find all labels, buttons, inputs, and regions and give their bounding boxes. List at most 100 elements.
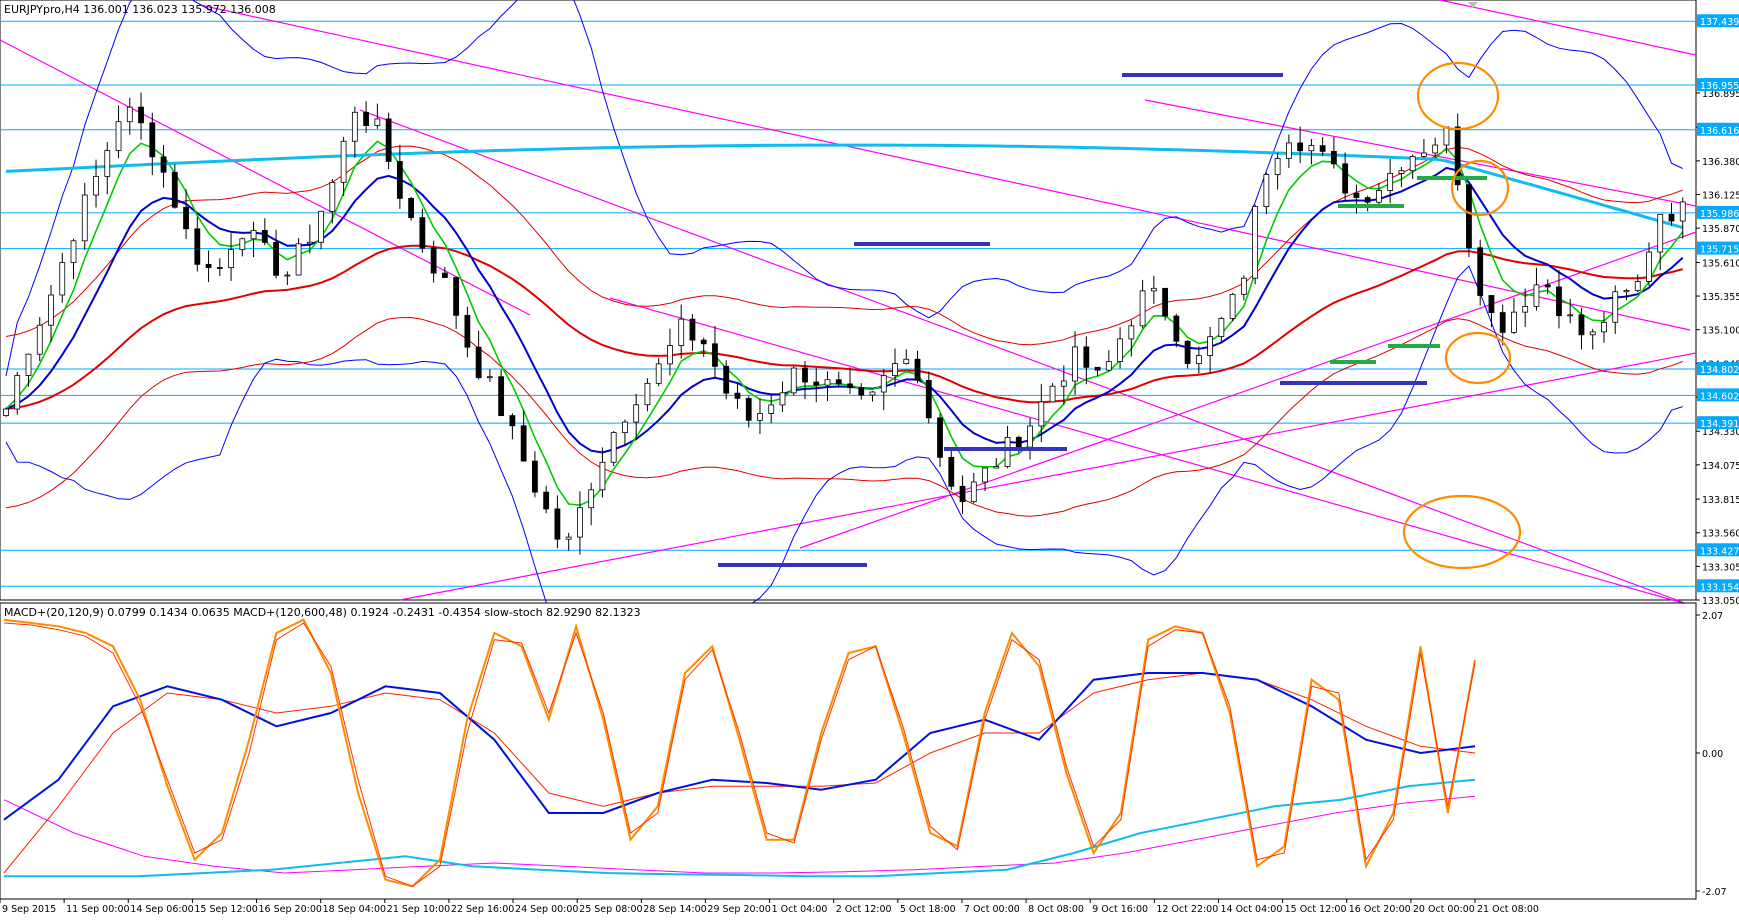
level-price-tag [1697, 388, 1739, 402]
bollinger-bands [5, 0, 1683, 682]
shift-marker-icon[interactable] [1468, 2, 1478, 8]
candle-body [925, 379, 932, 419]
candle-body [1466, 184, 1472, 249]
moving-averages [5, 140, 1684, 517]
candle-body [959, 485, 966, 503]
candle-body [1421, 152, 1427, 157]
time-tick-label: 2 Oct 12:00 [836, 904, 892, 915]
stoch-k-line [3, 618, 1476, 888]
candle-body [408, 197, 415, 218]
candle-body [396, 161, 403, 199]
candle-body [1477, 247, 1484, 296]
price-panel[interactable]: EURJPYpro,H4 136.001 136.023 135.972 136… [0, 0, 1697, 682]
candle-body [194, 228, 201, 265]
candle-body [1218, 318, 1225, 338]
candle-body [1060, 380, 1067, 387]
candle-body [588, 489, 595, 509]
candle-body [329, 181, 336, 212]
indicator-header: MACD+(20,120,9) 0.0799 0.1434 0.0635 MAC… [4, 606, 641, 619]
candle-body [633, 404, 640, 423]
candle-body [712, 343, 718, 367]
level-price-tag [1697, 416, 1739, 430]
time-tick-label: 15 Oct 12:00 [1285, 904, 1347, 915]
candle-body [667, 345, 673, 365]
candle-body [1027, 425, 1033, 448]
candle-body [14, 375, 21, 410]
price-tick-label: 133.050 [1702, 596, 1739, 607]
candle-body [824, 379, 831, 386]
time-tick-label: 18 Sep 04:00 [323, 904, 386, 915]
time-tick-label: 8 Oct 08:00 [1028, 904, 1084, 915]
candle-body [520, 425, 527, 462]
candle-body [1432, 144, 1439, 154]
ema-green [5, 140, 1684, 507]
price-tick-label: 133.560 [1702, 529, 1739, 540]
candle-body [1634, 281, 1641, 291]
macd-long-signal [3, 795, 1476, 874]
price-tick-label: 136.380 [1702, 157, 1739, 168]
symbol-header: EURJPYpro,H4 136.001 136.023 135.972 136… [4, 3, 276, 16]
candle-body [183, 206, 189, 230]
candle-body [138, 106, 144, 124]
time-tick-label: 16 Oct 20:00 [1349, 904, 1411, 915]
candle-body [610, 432, 617, 463]
candle-body [306, 241, 313, 245]
candle-body [104, 150, 111, 177]
candle-body [430, 247, 437, 274]
indicator-panel[interactable]: MACD+(20,120,9) 0.0799 0.1434 0.0635 MAC… [0, 602, 1697, 900]
candle-body [937, 417, 943, 458]
time-tick-label: 21 Oct 08:00 [1477, 904, 1539, 915]
level-price-label: 134.391 [1700, 419, 1739, 430]
candle-body [205, 263, 212, 268]
indicator-axis[interactable]: 2.07 0.00 -2.07 [1696, 611, 1727, 898]
candle-body [1015, 436, 1022, 448]
candle-body [1454, 126, 1461, 186]
level-price-label: 136.955 [1700, 81, 1739, 92]
candle-body [475, 346, 482, 379]
candle-body [509, 415, 516, 427]
time-tick-label: 29 Sep 20:00 [707, 904, 770, 915]
candle-body [757, 413, 763, 421]
candle-body [678, 318, 685, 346]
macd-long-line [4, 778, 1476, 878]
price-axis[interactable]: 136.895136.635136.380136.125135.870135.6… [1696, 14, 1739, 607]
time-tick-label: 22 Sep 16:00 [451, 904, 514, 915]
candle-body [70, 240, 77, 263]
time-tick-label: 9 Sep 2015 [2, 904, 56, 915]
candle-body [892, 363, 898, 376]
time-tick-label: 24 Sep 00:00 [515, 904, 578, 915]
candle-body [577, 507, 583, 538]
candle-body [948, 456, 955, 487]
candle-body [1511, 311, 1517, 333]
candle-body [723, 365, 730, 394]
candle-body [228, 249, 234, 269]
candle-body [1162, 287, 1168, 317]
candle-body [1207, 336, 1214, 356]
candle-body [622, 421, 628, 434]
bollinger-lower [5, 265, 1683, 682]
candle-body [149, 122, 156, 158]
candle-body [1567, 314, 1574, 317]
candle-body [419, 217, 426, 249]
candle-body [1308, 145, 1315, 152]
time-tick-label: 11 Sep 00:00 [66, 904, 129, 915]
price-tick-label: 135.610 [1702, 258, 1739, 269]
candle-body [93, 175, 99, 196]
candle-body [1376, 190, 1382, 203]
candle-body [1117, 338, 1123, 362]
bollinger-upper [5, 0, 1683, 377]
candle-body [486, 376, 493, 379]
candle-body [835, 379, 842, 385]
candle-body [802, 367, 808, 383]
price-tick-label: 134.330 [1702, 427, 1739, 438]
time-axis[interactable]: 9 Sep 2015 11 Sep 00:00 14 Sep 06:00 15 Sep… [0, 899, 1539, 915]
candle-body [565, 536, 572, 540]
candle-body [1330, 150, 1337, 165]
candle-body [745, 397, 752, 421]
candle-body [554, 508, 561, 540]
time-tick-label: 14 Oct 04:00 [1220, 904, 1282, 915]
time-tick-label: 21 Sep 10:00 [387, 904, 450, 915]
candle-body [1094, 366, 1101, 371]
candle-body [441, 272, 448, 278]
